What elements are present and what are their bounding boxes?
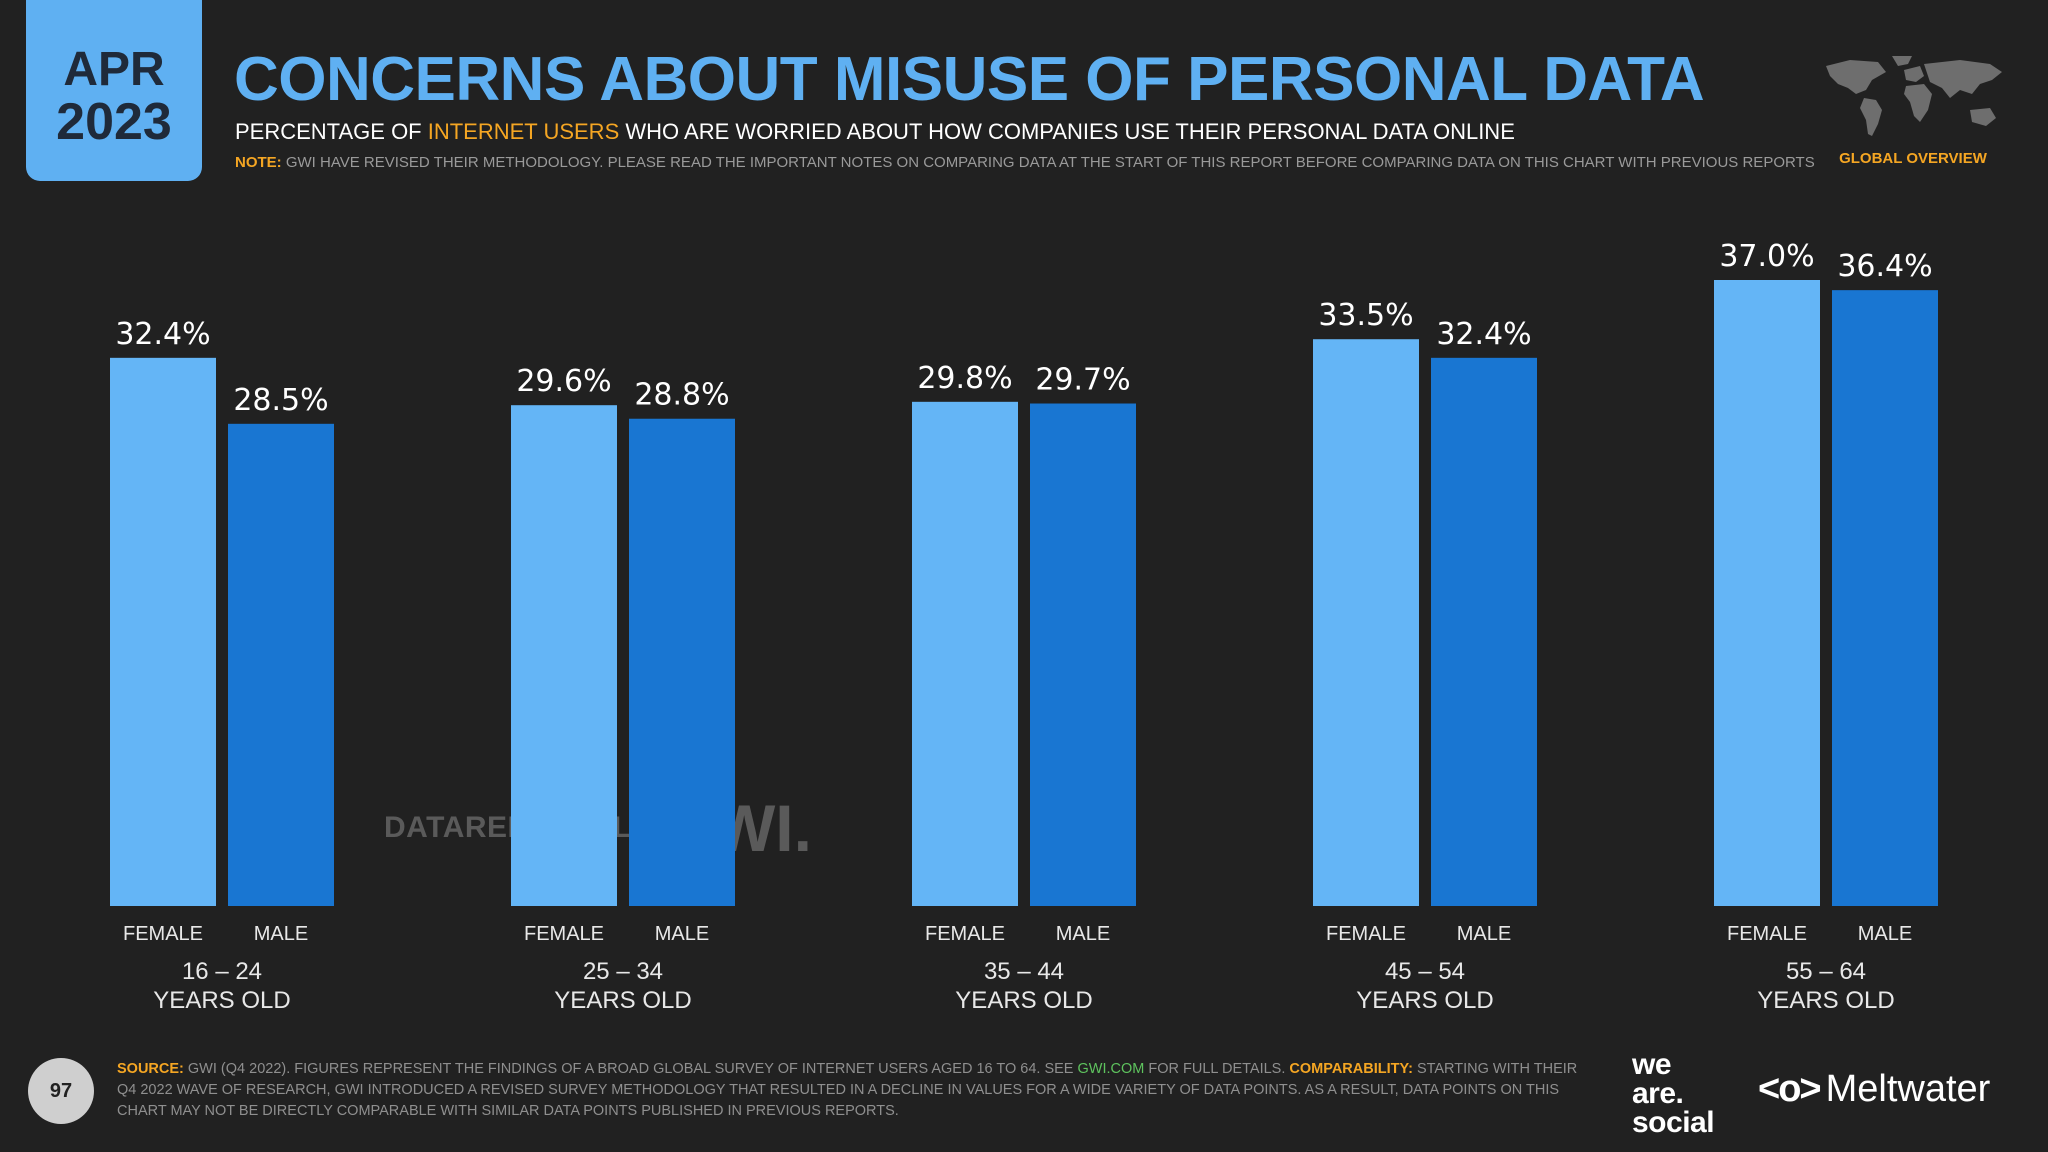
age-range-label-3: 35 – 44 [984, 958, 1064, 985]
logo-was-line3: social [1632, 1106, 1715, 1139]
region-label: GLOBAL OVERVIEW [1839, 150, 1987, 167]
source-body-2: FOR FULL DETAILS. [1144, 1061, 1290, 1077]
gender-label-male-3: MALE [1056, 923, 1110, 945]
data-label-male-1: 28.5% [233, 383, 328, 418]
data-label-male-2: 28.8% [634, 378, 729, 413]
source-text: SOURCE: GWI (Q4 2022). FIGURES REPRESENT… [117, 1059, 1587, 1122]
age-suffix-label-5: YEARS OLD [1757, 987, 1894, 1014]
gender-label-male-5: MALE [1858, 923, 1912, 945]
source-link[interactable]: GWI.COM [1077, 1061, 1145, 1077]
gender-label-female-5: FEMALE [1727, 923, 1807, 945]
data-label-female-4: 33.5% [1318, 298, 1413, 333]
meltwater-icon: <o> [1758, 1068, 1822, 1110]
gender-label-female-4: FEMALE [1326, 923, 1406, 945]
comparability-text: STARTING WITH THEIR Q4 2022 WAVE OF RESE… [117, 1061, 1578, 1119]
gender-label-male-2: MALE [655, 923, 709, 945]
age-range-label-1: 16 – 24 [182, 958, 262, 985]
gender-label-female-1: FEMALE [123, 923, 203, 945]
badge-month: APR [63, 43, 165, 96]
page-number: 97 [28, 1058, 94, 1124]
bar-female-1 [110, 357, 216, 906]
date-badge: APR 2023 [26, 0, 202, 181]
bar-male-4 [1431, 357, 1537, 906]
age-suffix-label-3: YEARS OLD [955, 987, 1092, 1014]
age-suffix-label-1: YEARS OLD [153, 987, 290, 1014]
logo-was-line1: we [1632, 1048, 1672, 1081]
badge-year: 2023 [56, 93, 172, 151]
age-suffix-label-2: YEARS OLD [554, 987, 691, 1014]
bar-male-3 [1030, 403, 1136, 906]
page-subtitle: PERCENTAGE OF INTERNET USERS WHO ARE WOR… [235, 119, 1515, 145]
bar-male-5 [1832, 290, 1938, 906]
bar-male-2 [629, 418, 735, 906]
gender-label-male-1: MALE [254, 923, 308, 945]
meltwater-wordmark: Meltwater [1825, 1068, 1991, 1110]
age-suffix-label-4: YEARS OLD [1356, 987, 1493, 1014]
source-body-1: GWI (Q4 2022). FIGURES REPRESENT THE FIN… [187, 1061, 1078, 1077]
gender-label-female-2: FEMALE [524, 923, 604, 945]
data-label-male-5: 36.4% [1837, 249, 1932, 284]
meltwater-logo: <o> Meltwater [1758, 1068, 1990, 1111]
data-label-female-2: 29.6% [516, 364, 611, 399]
gender-label-female-3: FEMALE [925, 923, 1005, 945]
data-label-female-1: 32.4% [115, 317, 210, 352]
data-label-male-4: 32.4% [1436, 317, 1531, 352]
bar-female-4 [1313, 339, 1419, 907]
subtitle-pre: PERCENTAGE OF [235, 119, 428, 144]
data-label-female-3: 29.8% [917, 361, 1012, 396]
data-label-male-3: 29.7% [1035, 363, 1130, 398]
bar-male-1 [228, 423, 334, 906]
age-range-label-2: 25 – 34 [583, 958, 663, 985]
comparability-label: COMPARABILITY: [1289, 1061, 1413, 1077]
note-text: GWI HAVE REVISED THEIR METHODOLOGY. PLEA… [285, 154, 1815, 171]
source-label: SOURCE: [117, 1061, 184, 1077]
we-are-social-logo: we are. social [1632, 1048, 1715, 1139]
bar-female-2 [511, 405, 617, 906]
page-title: CONCERNS ABOUT MISUSE OF PERSONAL DATA [234, 45, 1705, 114]
age-range-label-5: 55 – 64 [1786, 958, 1866, 985]
data-label-female-5: 37.0% [1719, 239, 1814, 274]
subtitle-post: WHO ARE WORRIED ABOUT HOW COMPANIES USE … [619, 119, 1515, 144]
subtitle-highlight: INTERNET USERS [427, 119, 620, 144]
bar-female-3 [912, 401, 1018, 906]
bar-female-5 [1714, 280, 1820, 906]
note-label: NOTE: [235, 154, 282, 171]
gender-label-male-4: MALE [1457, 923, 1511, 945]
world-map-icon [1826, 56, 2002, 136]
logo-was-line2: are. [1632, 1077, 1684, 1110]
methodology-note: NOTE: GWI HAVE REVISED THEIR METHODOLOGY… [235, 154, 1815, 171]
age-range-label-4: 45 – 54 [1385, 958, 1465, 985]
